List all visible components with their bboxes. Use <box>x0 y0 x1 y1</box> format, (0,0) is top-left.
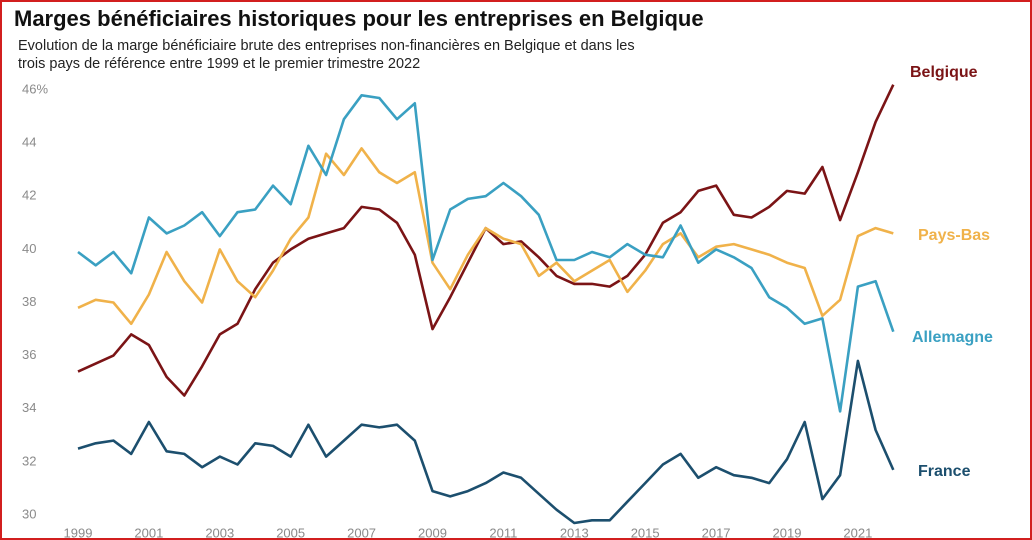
y-tick-label: 46% <box>22 81 48 96</box>
series-line <box>77 94 895 413</box>
series-line <box>77 147 894 326</box>
series-label: Allemagne <box>912 329 993 346</box>
y-tick-label: 38 <box>22 294 36 309</box>
series-line <box>77 359 895 525</box>
x-tick-label: 2015 <box>631 525 660 540</box>
x-tick-label: 2001 <box>134 525 163 540</box>
y-tick-label: 36 <box>22 347 36 362</box>
series-line <box>77 84 895 397</box>
y-tick-label: 44 <box>22 135 36 150</box>
x-tick-label: 2007 <box>347 525 376 540</box>
y-tick-label: 42 <box>22 188 36 203</box>
series-label: Pays-Bas <box>918 227 990 244</box>
x-tick-label: 2011 <box>489 525 517 540</box>
y-tick-label: 32 <box>22 453 36 468</box>
series-label: France <box>918 463 971 480</box>
x-tick-label: 1999 <box>64 525 93 540</box>
x-tick-label: 2017 <box>702 525 731 540</box>
x-tick-label: 2021 <box>843 525 872 540</box>
chart-subtitle: trois pays de référence entre 1999 et le… <box>18 56 420 72</box>
chart-title: Marges bénéficiaires historiques pour le… <box>14 6 704 31</box>
x-tick-label: 2019 <box>773 525 802 540</box>
y-tick-label: 40 <box>22 241 36 256</box>
x-tick-label: 2003 <box>205 525 234 540</box>
y-tick-label: 30 <box>22 506 36 521</box>
chart-subtitle: Evolution de la marge bénéficiaire brute… <box>18 38 635 54</box>
x-tick-label: 2009 <box>418 525 447 540</box>
x-tick-label: 2005 <box>276 525 305 540</box>
y-tick-label: 34 <box>22 400 36 415</box>
x-tick-label: 2013 <box>560 525 589 540</box>
series-label: Belgique <box>910 64 978 81</box>
